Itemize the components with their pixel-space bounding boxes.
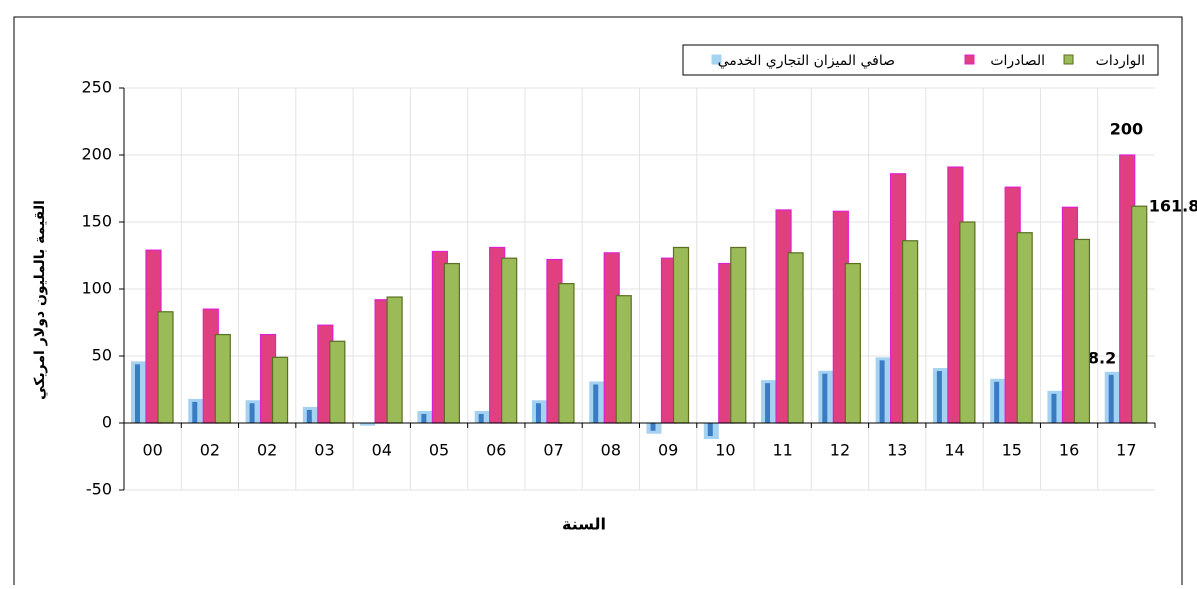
legend-swatch <box>711 54 722 65</box>
bar-inner <box>650 423 656 431</box>
x-tick-label: 16 <box>1059 441 1079 460</box>
x-tick-label: 00 <box>142 441 162 460</box>
data-label: 161.8 <box>1149 197 1197 216</box>
x-tick-label: 10 <box>715 441 735 460</box>
bar-inner <box>879 360 885 423</box>
x-tick-label: 02 <box>200 441 220 460</box>
y-tick-label: 100 <box>81 279 112 298</box>
legend-label: الصادرات <box>990 53 1045 69</box>
bar <box>1131 205 1148 424</box>
bar-inner <box>593 384 599 423</box>
bar <box>615 295 632 424</box>
x-tick-label: 07 <box>543 441 563 460</box>
x-tick-label: 17 <box>1116 441 1136 460</box>
bar <box>787 252 804 424</box>
x-tick-label: 04 <box>372 441 392 460</box>
bar-inner <box>421 413 427 423</box>
bar-inner <box>765 383 771 423</box>
bar <box>157 311 174 424</box>
x-tick-label: 15 <box>1002 441 1022 460</box>
x-tick-label: 03 <box>314 441 334 460</box>
bar-inner <box>1051 393 1057 423</box>
bar <box>386 296 403 424</box>
bar <box>959 221 976 424</box>
x-tick-label: 09 <box>658 441 678 460</box>
bar <box>271 356 289 424</box>
x-tick-label: 06 <box>486 441 506 460</box>
bar <box>902 240 919 424</box>
bar <box>558 283 575 424</box>
x-tick-label: 12 <box>830 441 850 460</box>
data-label: 200 <box>1110 120 1143 139</box>
y-tick-label: 0 <box>102 413 112 432</box>
y-tick-label: 250 <box>81 78 112 97</box>
x-tick-label: 02 <box>257 441 277 460</box>
bar-inner <box>535 403 541 423</box>
bar <box>443 262 460 424</box>
bar <box>214 333 231 424</box>
y-tick-label: 150 <box>81 212 112 231</box>
bar <box>501 257 518 424</box>
legend-label: صافي الميزان التجاري الخدمي <box>718 53 895 69</box>
bar <box>329 340 346 424</box>
legend-label: الواردات <box>1096 53 1145 69</box>
y-tick-label: 50 <box>92 346 112 365</box>
bar <box>1016 232 1033 424</box>
bar <box>730 246 747 424</box>
bar-inner <box>249 403 255 423</box>
x-tick-label: 08 <box>601 441 621 460</box>
bar-inner <box>478 413 484 423</box>
bar-inner <box>707 423 713 437</box>
bar-inner <box>135 364 140 423</box>
x-tick-label: 11 <box>773 441 793 460</box>
bar-inner <box>822 373 828 423</box>
x-tick-label: 13 <box>887 441 907 460</box>
legend-swatch <box>964 54 975 65</box>
bar <box>1073 238 1091 424</box>
bar <box>672 246 690 424</box>
y-tick-label: 200 <box>81 145 112 164</box>
legend-box <box>682 44 1159 76</box>
bar-inner <box>994 381 1000 423</box>
bar <box>360 423 376 426</box>
chart-frame <box>13 16 1183 589</box>
bar-inner <box>306 409 312 423</box>
x-tick-label: 05 <box>429 441 449 460</box>
bar-inner <box>936 371 942 423</box>
y-axis-label: القيمة بالمليون دولار امريكي <box>32 200 48 400</box>
y-tick-label: -50 <box>86 480 112 499</box>
legend-swatch <box>1063 54 1074 65</box>
bar-inner <box>192 401 198 423</box>
bar <box>844 262 861 424</box>
x-tick-label: 14 <box>944 441 964 460</box>
bar-inner <box>1108 374 1114 423</box>
x-axis-label: السنة <box>562 515 606 534</box>
